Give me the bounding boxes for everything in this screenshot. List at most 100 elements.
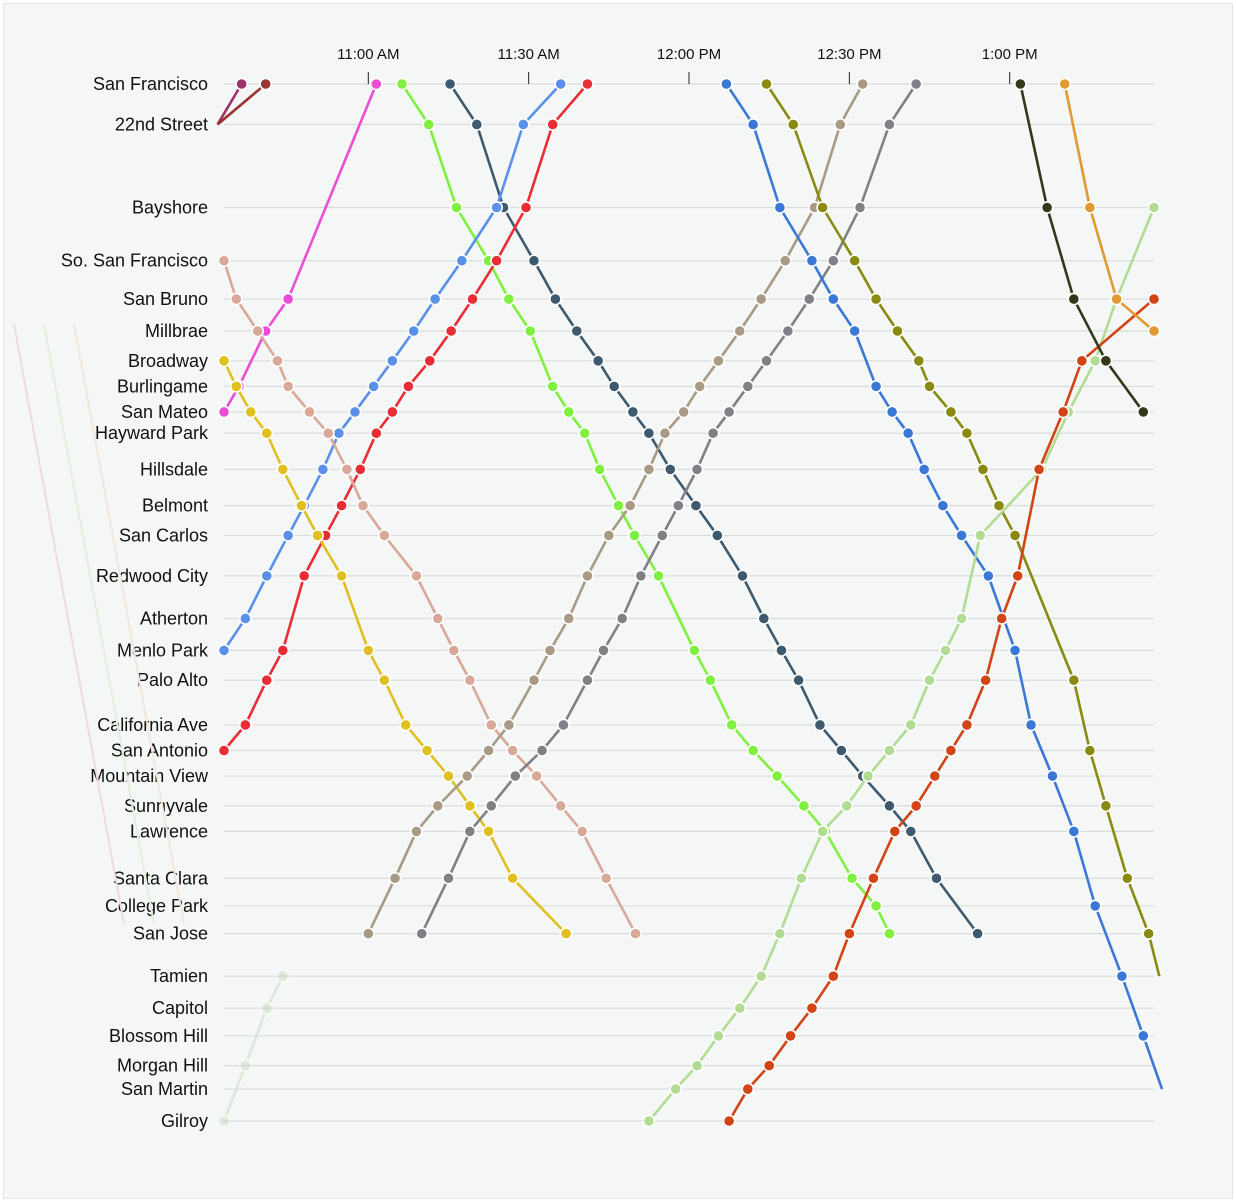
train-stop-point[interactable] [450, 201, 463, 214]
train-stop-point[interactable] [229, 379, 243, 393]
train-stop-point[interactable] [805, 254, 819, 268]
train-stop-point[interactable] [733, 324, 747, 338]
train-stop-point[interactable] [297, 569, 311, 583]
train-stop-point[interactable] [944, 405, 958, 419]
train-stop-point[interactable] [410, 825, 423, 838]
train-stop-point[interactable] [229, 292, 243, 306]
train-stop-point[interactable] [912, 354, 926, 368]
train-stop-point[interactable] [1040, 201, 1054, 214]
train-stop-point[interactable] [693, 379, 707, 393]
train-stop-point[interactable] [663, 463, 677, 476]
train-stop-point[interactable] [760, 77, 773, 91]
train-stop-point[interactable] [955, 612, 968, 625]
train-stop-point[interactable] [658, 426, 672, 440]
train-stop-point[interactable] [348, 405, 362, 419]
train-stop-point[interactable] [813, 718, 827, 732]
train-stop-point[interactable] [944, 744, 958, 757]
train-stop-point[interactable] [281, 379, 295, 393]
train-stop-point[interactable] [316, 463, 330, 476]
train-stop-point[interactable] [1088, 354, 1102, 368]
train-stop-point[interactable] [690, 1059, 704, 1073]
train-stop-point[interactable] [623, 499, 637, 513]
train-stop-point[interactable] [238, 612, 252, 625]
train-stop-point[interactable] [463, 799, 477, 813]
train-stop-point[interactable] [736, 569, 749, 583]
train-stop-point[interactable] [866, 871, 880, 885]
train-stop-point[interactable] [546, 379, 560, 393]
train-stop-point[interactable] [671, 499, 685, 513]
train-stop-point[interactable] [502, 718, 516, 732]
train-stop-point[interactable] [276, 463, 290, 476]
train-stop-point[interactable] [356, 499, 370, 513]
train-stop-point[interactable] [410, 569, 423, 583]
train-stop-point[interactable] [642, 1114, 656, 1128]
train-stop-point[interactable] [399, 718, 413, 732]
train-stop-point[interactable] [442, 871, 455, 885]
train-stop-point[interactable] [578, 426, 592, 440]
train-stop-point[interactable] [802, 292, 816, 306]
train-stop-point[interactable] [642, 426, 656, 440]
train-stop-point[interactable] [1075, 354, 1089, 368]
train-stop-point[interactable] [470, 118, 484, 131]
train-stop-point[interactable] [883, 118, 896, 131]
train-stop-point[interactable] [217, 405, 231, 419]
train-stop-point[interactable] [369, 77, 383, 91]
train-stop-point[interactable] [431, 799, 445, 813]
train-stop-point[interactable] [559, 927, 573, 941]
train-stop-point[interactable] [466, 292, 479, 306]
train-stop-point[interactable] [490, 254, 503, 268]
train-stop-point[interactable] [845, 871, 859, 885]
train-stop-point[interactable] [971, 927, 985, 941]
train-stop-point[interactable] [869, 379, 883, 393]
train-stop-point[interactable] [901, 426, 915, 440]
train-stop-point[interactable] [443, 77, 457, 91]
train-stop-point[interactable] [422, 118, 436, 131]
train-stop-point[interactable] [593, 463, 607, 476]
train-stop-point[interactable] [490, 201, 503, 214]
train-stop-point[interactable] [281, 529, 295, 542]
train-stop-point[interactable] [395, 77, 409, 91]
train-stop-point[interactable] [923, 673, 936, 687]
train-stop-point[interactable] [244, 405, 258, 419]
train-stop-point[interactable] [407, 324, 421, 338]
train-stop-point[interactable] [689, 499, 703, 513]
train-stop-point[interactable] [1046, 769, 1059, 783]
train-stop-point[interactable] [519, 201, 533, 214]
train-stop-point[interactable] [1147, 201, 1161, 214]
train-stop-point[interactable] [826, 292, 840, 306]
train-stop-point[interactable] [217, 254, 231, 268]
train-stop-point[interactable] [1142, 927, 1156, 941]
train-stop-point[interactable] [741, 1082, 755, 1096]
train-stop-point[interactable] [869, 899, 883, 913]
train-stop-point[interactable] [781, 324, 795, 338]
train-stop-point[interactable] [848, 324, 862, 338]
train-stop-point[interactable] [1115, 969, 1129, 983]
train-stop-point[interactable] [861, 769, 875, 783]
train-stop-point[interactable] [760, 354, 773, 368]
train-stop-point[interactable] [669, 1082, 683, 1096]
train-stop-point[interactable] [1067, 825, 1081, 838]
train-stop-point[interactable] [794, 871, 808, 885]
train-stop-point[interactable] [642, 463, 656, 476]
train-stop-point[interactable] [955, 529, 968, 542]
train-stop-point[interactable] [235, 77, 249, 91]
train-stop-point[interactable] [482, 825, 495, 838]
train-stop-point[interactable] [530, 769, 544, 783]
train-stop-point[interactable] [869, 292, 883, 306]
train-stop-point[interactable] [710, 529, 724, 542]
train-stop-point[interactable] [217, 354, 231, 368]
train-stop-point[interactable] [276, 644, 290, 657]
train-stop-point[interactable] [1008, 529, 1022, 542]
train-stop-point[interactable] [826, 969, 840, 983]
train-stop-point[interactable] [321, 426, 335, 440]
train-stop-point[interactable] [1067, 292, 1081, 306]
train-stop-point[interactable] [883, 744, 896, 757]
train-stop-point[interactable] [677, 405, 691, 419]
train-stop-point[interactable] [1099, 799, 1113, 813]
train-stop-point[interactable] [401, 379, 415, 393]
train-stop-point[interactable] [1024, 718, 1038, 732]
train-stop-point[interactable] [260, 569, 274, 583]
train-stop-point[interactable] [591, 354, 605, 368]
train-stop-point[interactable] [909, 77, 923, 91]
train-stop-point[interactable] [303, 405, 316, 419]
